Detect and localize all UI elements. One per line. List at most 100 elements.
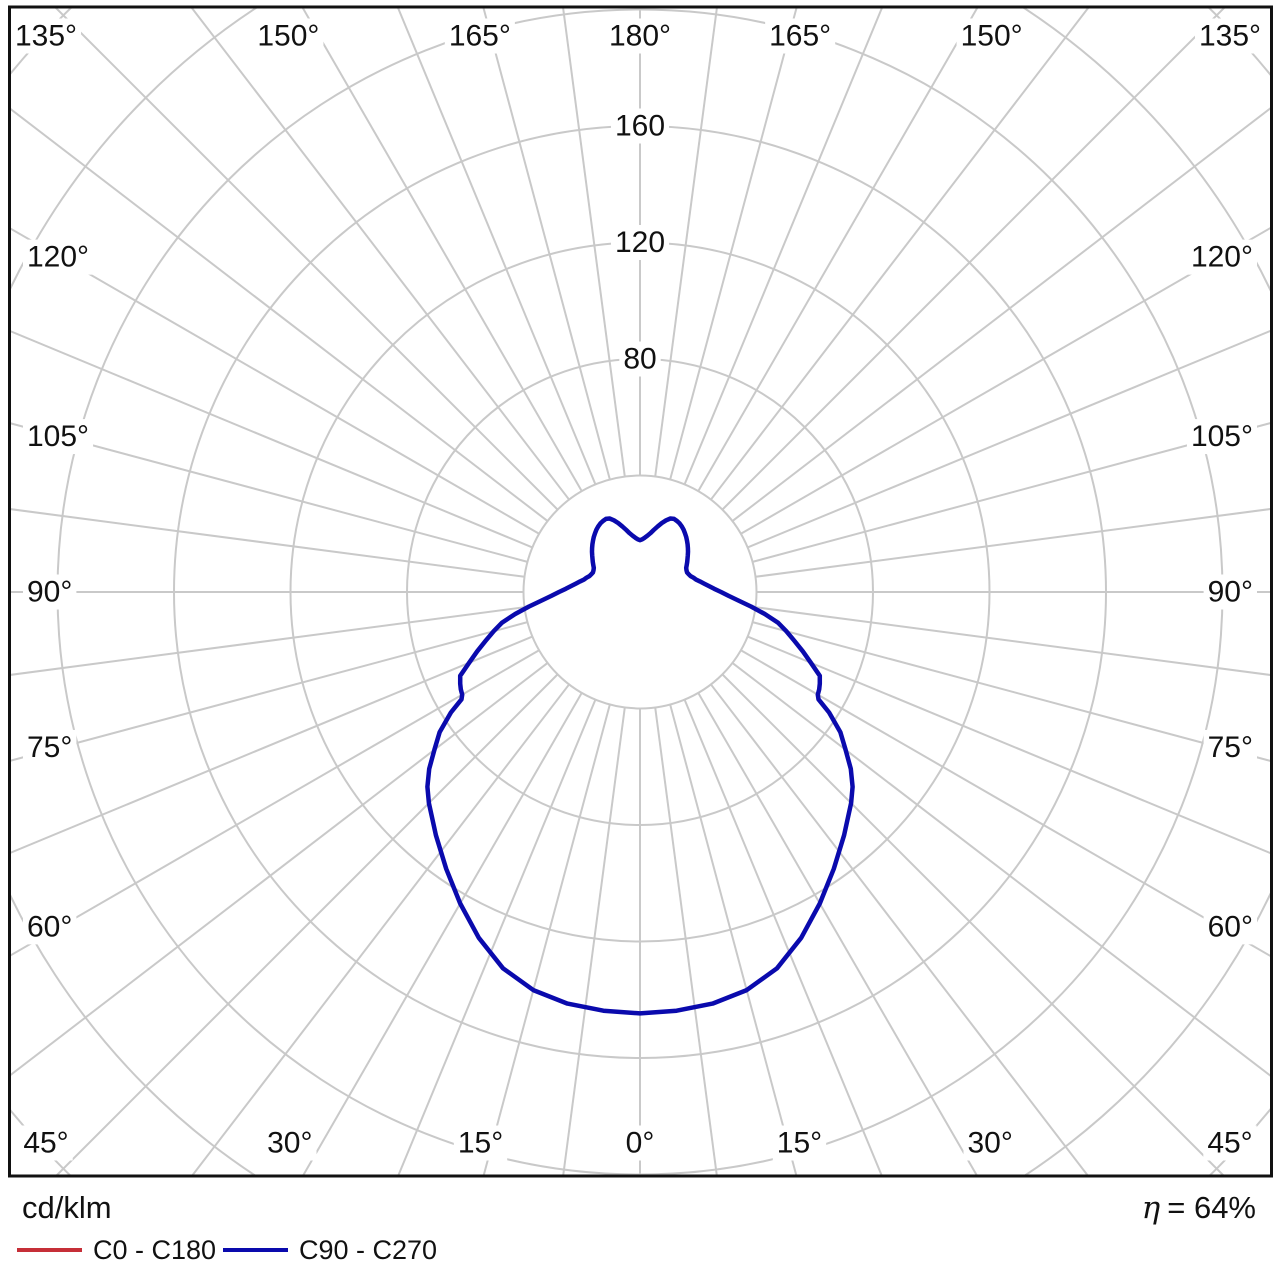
angle-tick-label-top-background bbox=[604, 18, 676, 54]
polar-grid-spoke bbox=[11, 227, 540, 535]
angle-tick-label-top: 180° bbox=[609, 20, 671, 53]
polar-grid-spoke bbox=[710, 683, 1089, 1175]
angle-tick-label-bottom-background bbox=[621, 1125, 659, 1161]
legend-line-c90-c270 bbox=[223, 1248, 288, 1252]
angle-tick-label-bottom: 30° bbox=[967, 1127, 1012, 1160]
angle-tick-label-left: 60° bbox=[27, 910, 72, 943]
units-label: cd/klm bbox=[22, 1190, 112, 1225]
chart-frame bbox=[8, 5, 1273, 1178]
angle-tick-label-left-background bbox=[23, 419, 94, 455]
angle-tick-label-bottom-background bbox=[1203, 1125, 1257, 1161]
angle-tick-label-right: 75° bbox=[1208, 731, 1253, 764]
polar-grid-spoke bbox=[55, 8, 559, 511]
angle-tick-label-bottom: 45° bbox=[1207, 1127, 1252, 1160]
polar-grid-spoke bbox=[721, 673, 1224, 1175]
polar-grid-spoke bbox=[731, 107, 1270, 522]
angle-tick-label-bottom-background bbox=[263, 1125, 317, 1161]
polar-grid-spoke bbox=[747, 635, 1270, 855]
angle-tick-label-bottom: 0° bbox=[626, 1127, 655, 1160]
angle-tick-label-left: 90° bbox=[27, 576, 72, 609]
polar-grid-spoke bbox=[11, 108, 549, 522]
angle-tick-label-bottom: 15° bbox=[458, 1127, 503, 1160]
angle-tick-label-bottom-background bbox=[772, 1125, 827, 1161]
angle-tick-label-bottom-background bbox=[453, 1125, 508, 1161]
polar-grid-spoke bbox=[740, 227, 1270, 535]
polar-grid-spoke bbox=[669, 704, 798, 1175]
polar-grid-spoke bbox=[191, 8, 570, 501]
angle-tick-label-left-background bbox=[23, 909, 77, 945]
polar-grid-spoke bbox=[562, 707, 626, 1175]
angle-tick-label-left-background bbox=[23, 239, 94, 275]
angle-tick-label-top: 165° bbox=[769, 20, 831, 53]
polar-grid-spoke bbox=[11, 330, 533, 549]
angle-tick-label-top-background bbox=[765, 18, 836, 54]
radial-tick-label: 80 bbox=[623, 343, 656, 376]
angle-tick-label-bottom-background bbox=[19, 1125, 73, 1161]
polar-grid-spoke bbox=[397, 8, 597, 485]
angle-tick-label-right: 120° bbox=[1191, 241, 1253, 274]
polar-grid-spoke bbox=[747, 329, 1270, 549]
angle-tick-label-right-background bbox=[1186, 239, 1257, 275]
polar-grid-spoke bbox=[683, 699, 883, 1175]
polar-grid-spoke bbox=[562, 8, 626, 477]
polar-grid-spoke bbox=[482, 704, 611, 1175]
polar-grid-spoke bbox=[301, 8, 583, 492]
angle-tick-label-right: 60° bbox=[1208, 910, 1253, 943]
polar-grid-spoke bbox=[669, 8, 798, 480]
angle-tick-label-left: 120° bbox=[27, 241, 89, 274]
axis-labels: 80 120 160 0° 15° 15° 30° 30° 45° 45° 60° 60° 75° 75°… bbox=[10, 18, 1266, 1161]
polar-grid-spoke bbox=[11, 635, 533, 854]
intensity-curves bbox=[425, 516, 855, 1016]
radial-tick-label-background bbox=[619, 341, 661, 377]
eta-symbol: η bbox=[1141, 1190, 1161, 1226]
angle-tick-label-left-background bbox=[23, 729, 77, 765]
polar-grid-spoke bbox=[482, 8, 611, 480]
angle-tick-label-top-background bbox=[1194, 18, 1266, 54]
polar-grid-spoke bbox=[11, 649, 540, 957]
angle-tick-label-bottom: 30° bbox=[267, 1127, 312, 1160]
polar-grid-spoke bbox=[752, 621, 1270, 762]
polar-grid-spoke bbox=[710, 8, 1089, 501]
legend-item-c0-c180: C0 - C180 bbox=[17, 1234, 216, 1266]
legend-label-c90-c270: C90 - C270 bbox=[299, 1234, 438, 1265]
angle-tick-label-top: 135° bbox=[1199, 20, 1261, 53]
polar-grid-spoke bbox=[697, 8, 979, 492]
polar-grid-spoke bbox=[683, 8, 883, 485]
angle-tick-label-bottom-background bbox=[963, 1125, 1017, 1161]
legend-item-c90-c270: C90 - C270 bbox=[223, 1234, 437, 1266]
polar-grid-spoke bbox=[191, 683, 570, 1175]
angle-tick-label-top-background bbox=[253, 18, 324, 54]
legend-label-c0-c180: C0 - C180 bbox=[93, 1234, 217, 1265]
angle-tick-label-right-background bbox=[1203, 574, 1257, 610]
polar-grid-spoke bbox=[397, 699, 597, 1175]
legend-line-c0-c180 bbox=[17, 1248, 82, 1252]
angle-tick-label-top-background bbox=[10, 18, 82, 54]
polar-grid-spoke bbox=[721, 8, 1225, 511]
efficiency-label: η = 64% bbox=[1142, 1190, 1256, 1226]
polar-grid-spoke bbox=[731, 662, 1270, 1077]
polar-grid-spoke bbox=[755, 508, 1270, 578]
polar-grid-spoke bbox=[740, 649, 1270, 957]
angle-tick-label-left: 75° bbox=[27, 731, 72, 764]
angle-tick-label-top-background bbox=[444, 18, 515, 54]
radial-tick-label: 160 bbox=[615, 110, 665, 143]
angle-tick-label-right: 105° bbox=[1191, 420, 1253, 453]
angle-tick-label-bottom: 45° bbox=[23, 1127, 68, 1160]
polar-grid-spoke bbox=[11, 662, 549, 1076]
polar-grid-spoke bbox=[752, 422, 1270, 563]
polar-grid-spoke bbox=[755, 606, 1270, 676]
angle-tick-label-right-background bbox=[1203, 909, 1257, 945]
polar-grid-spoke bbox=[654, 707, 718, 1175]
angle-tick-label-left-background bbox=[23, 574, 77, 610]
polar-grid-spoke bbox=[56, 673, 559, 1175]
polar-grid-spoke bbox=[11, 422, 528, 563]
radial-tick-label-background bbox=[610, 108, 670, 144]
polar-grid-spoke bbox=[11, 508, 525, 578]
angle-tick-label-bottom: 15° bbox=[777, 1127, 822, 1160]
angle-tick-label-top: 150° bbox=[961, 20, 1023, 53]
polar-grid-spoke bbox=[697, 692, 978, 1175]
intensity-curve-c90-c270 bbox=[425, 516, 855, 1016]
